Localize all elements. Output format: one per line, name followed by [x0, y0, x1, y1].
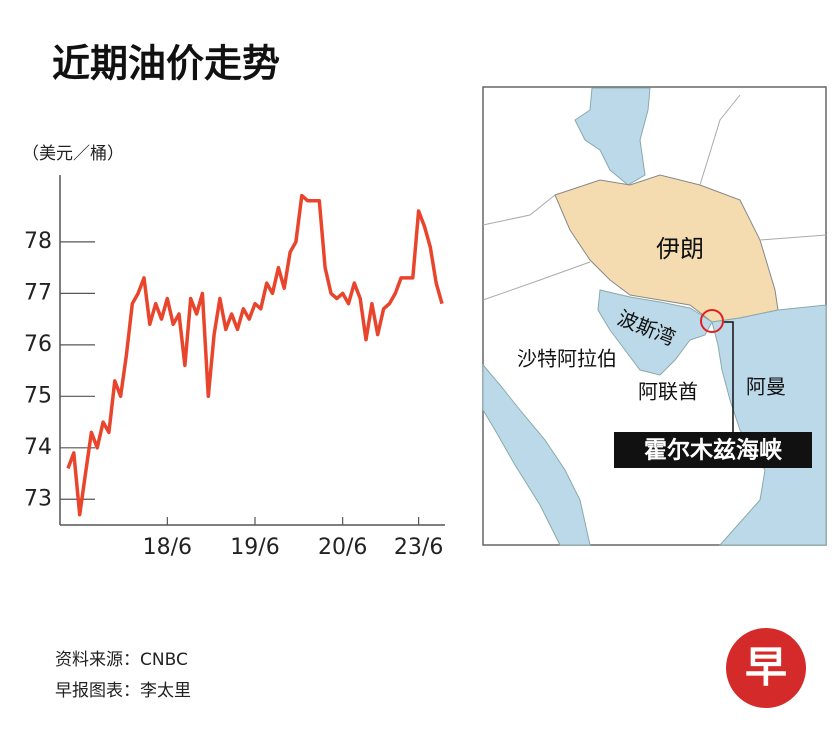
- chart: 73 74 75 76 77 78 18/6 19/6 20/6 23/6: [24, 193, 444, 560]
- red-sea: [482, 363, 591, 546]
- price-line: [66, 193, 444, 517]
- logo: [726, 628, 806, 708]
- map-label: 沙特阿拉伯: [517, 347, 617, 371]
- map-label: 霍尔木兹海峡: [644, 437, 782, 464]
- caspian-sea: [574, 87, 651, 186]
- source: 资料来源：CNBC: [55, 650, 188, 670]
- y-tick-label: 75: [24, 383, 52, 408]
- map-label: 伊朗: [656, 235, 704, 263]
- strait-label-box: [614, 432, 812, 468]
- borders: [482, 94, 827, 301]
- strait-marker: [700, 309, 724, 333]
- map-label: 阿联酋: [638, 380, 698, 404]
- map: 伊朗 波斯湾 沙特阿拉伯 阿联酋 阿曼 霍尔木兹海峡: [482, 86, 827, 546]
- y-tick-label: 77: [24, 280, 52, 305]
- y-tick-label: 76: [24, 332, 52, 357]
- persian-gulf: [597, 289, 713, 376]
- y-tick-label: 74: [24, 435, 52, 460]
- y-tick-label: 73: [24, 486, 52, 511]
- credit: 早报图表：李太里: [55, 681, 191, 701]
- x-tick-label: 20/6: [318, 535, 367, 560]
- logo-text: 早: [745, 643, 787, 692]
- title: 近期油价走势: [52, 42, 280, 86]
- y-tick-label: 78: [24, 229, 52, 254]
- strait-pointer: [724, 321, 734, 432]
- y-unit: （美元／桶）: [22, 144, 124, 164]
- x-tick-label: 23/6: [394, 535, 443, 560]
- x-tick-label: 18/6: [143, 535, 192, 560]
- arabian-sea: [711, 304, 827, 546]
- x-tick-label: 19/6: [230, 535, 279, 560]
- map-label: 阿曼: [746, 375, 786, 399]
